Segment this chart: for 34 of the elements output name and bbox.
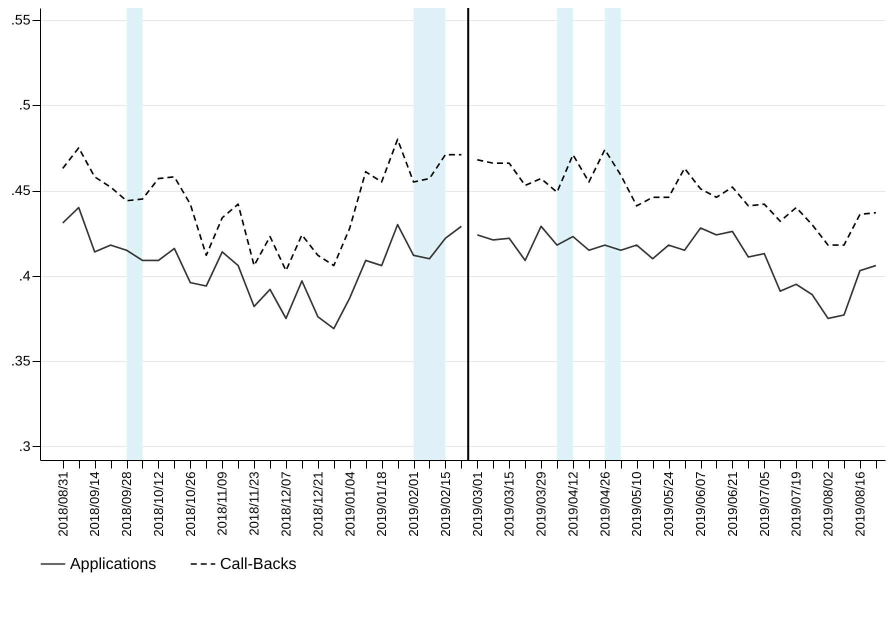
y-tick-label: .45 bbox=[11, 182, 31, 198]
x-tick-label: 2018/09/28 bbox=[119, 472, 134, 537]
x-tick-label: 2019/06/07 bbox=[693, 472, 708, 537]
x-tick-label: 2019/05/24 bbox=[661, 472, 676, 537]
x-tick-label: 2019/08/02 bbox=[820, 472, 836, 537]
x-tick-label: 2018/08/31 bbox=[55, 472, 70, 537]
y-tick-label: .35 bbox=[11, 352, 31, 369]
x-tick-label: 2018/12/21 bbox=[310, 472, 326, 537]
y-tick-label: .5 bbox=[18, 96, 31, 113]
y-tick-label: .3 bbox=[18, 438, 31, 454]
y-tick-label: .55 bbox=[11, 11, 31, 28]
x-tick-label: 2018/12/07 bbox=[278, 472, 294, 537]
y-tick-label: .4 bbox=[18, 267, 31, 284]
x-tick-label: 2019/04/26 bbox=[597, 472, 612, 537]
x-tick-label: 2019/02/15 bbox=[438, 472, 453, 537]
x-tick-label: 2019/04/12 bbox=[565, 472, 580, 537]
x-tick-label: 2018/10/12 bbox=[150, 472, 166, 537]
x-tick-label: 2019/01/04 bbox=[342, 472, 358, 537]
x-tick-label: 2018/09/14 bbox=[87, 472, 102, 537]
x-tick-label: 2019/08/16 bbox=[852, 472, 868, 537]
x-tick-label: 2019/01/18 bbox=[374, 472, 390, 537]
legend-label: Call-Backs bbox=[220, 556, 296, 573]
x-tick-label: 2019/06/21 bbox=[724, 472, 740, 537]
x-tick-label: 2019/03/29 bbox=[534, 472, 549, 537]
legend-label: Applications bbox=[70, 556, 156, 573]
x-tick-label: 2018/11/23 bbox=[246, 472, 262, 536]
x-tick-label: 2019/07/05 bbox=[756, 472, 772, 537]
x-tick-label: 2018/11/09 bbox=[214, 472, 230, 536]
x-tick-label: 2019/03/15 bbox=[502, 472, 517, 537]
x-tick-label: 2018/10/26 bbox=[182, 472, 198, 537]
x-tick-label: 2019/07/19 bbox=[788, 472, 804, 537]
x-tick-label: 2019/05/10 bbox=[629, 472, 644, 537]
x-tick-label: 2019/02/01 bbox=[406, 472, 422, 537]
x-tick-label: 2019/03/01 bbox=[470, 472, 485, 537]
